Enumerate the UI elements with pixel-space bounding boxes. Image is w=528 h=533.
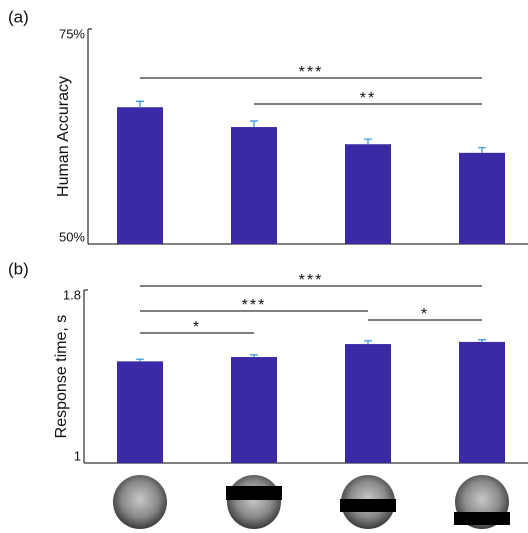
significance-stars: *** bbox=[299, 64, 324, 81]
bar bbox=[117, 361, 163, 463]
error-bar bbox=[250, 120, 258, 128]
bar bbox=[345, 344, 391, 463]
panel-label: (a) bbox=[8, 7, 29, 26]
y-tick-label: 50% bbox=[59, 229, 85, 244]
y-tick-label: 1.8 bbox=[63, 287, 81, 302]
bar bbox=[459, 341, 505, 463]
significance-stars: *** bbox=[242, 297, 267, 314]
error-bar bbox=[364, 340, 372, 345]
mask-bar bbox=[454, 512, 510, 525]
face bbox=[113, 475, 167, 529]
bar bbox=[231, 127, 277, 244]
y-tick-label: 75% bbox=[59, 26, 85, 41]
mask-bar bbox=[340, 499, 396, 512]
y-tick-label: 1 bbox=[74, 448, 81, 463]
y-axis-label: Response time, s bbox=[53, 315, 70, 439]
error-bar bbox=[478, 339, 486, 342]
mask-bar bbox=[226, 486, 282, 500]
error-bar bbox=[478, 147, 486, 153]
significance-stars: * bbox=[193, 319, 201, 336]
panel-label: (b) bbox=[8, 259, 29, 278]
error-bar bbox=[364, 138, 372, 145]
bar bbox=[345, 144, 391, 244]
face-images bbox=[113, 475, 510, 529]
significance-stars: ** bbox=[360, 90, 376, 107]
significance-stars: *** bbox=[299, 272, 324, 289]
bar bbox=[117, 107, 163, 244]
error-bar bbox=[250, 354, 258, 358]
bar bbox=[459, 152, 505, 244]
error-bar bbox=[136, 358, 144, 362]
y-axis-label: Human Accuracy bbox=[55, 76, 72, 197]
face bbox=[227, 475, 281, 529]
error-bar bbox=[136, 100, 144, 108]
significance-stars: * bbox=[421, 306, 429, 323]
bar bbox=[231, 357, 277, 463]
